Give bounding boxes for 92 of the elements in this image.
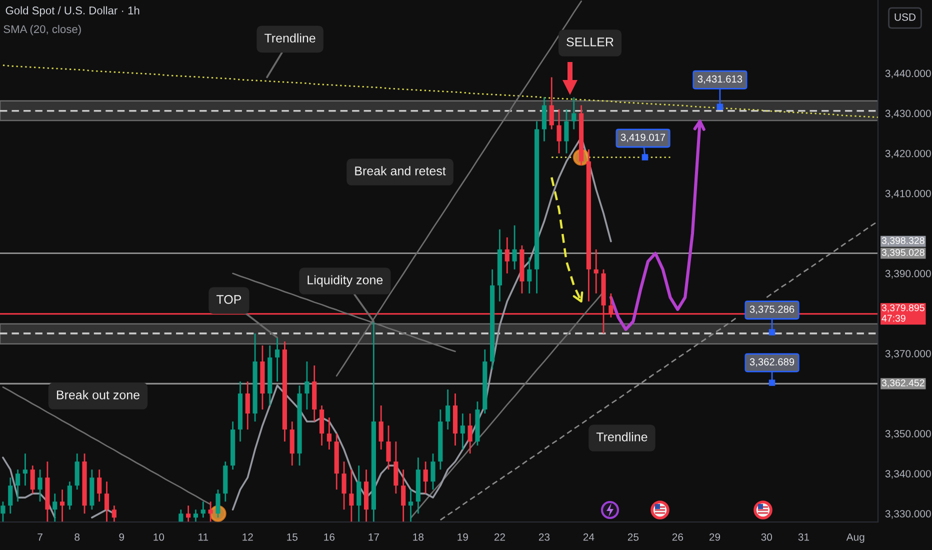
- annotation: 3,419.017: [620, 134, 666, 142]
- line-series: [2, 64, 878, 118]
- annotation: Break and retest: [355, 166, 446, 176]
- candlestick: [378, 404, 384, 450]
- x-tick-label: 31: [798, 533, 809, 541]
- candlestick: [468, 412, 472, 454]
- candlestick: [216, 488, 220, 518]
- candlestick: [97, 468, 102, 502]
- x-tick-label: Aug: [846, 533, 864, 543]
- candlestick: [342, 460, 346, 510]
- annotation: Liquidity zone: [308, 275, 383, 287]
- candlestick: [401, 468, 406, 522]
- candlestick: [556, 108, 562, 154]
- y-tick-label: 3,430.000: [885, 110, 931, 118]
- candlestick: [386, 424, 391, 470]
- y-tick-label: 3,440.000: [885, 70, 931, 78]
- candlestick: [423, 460, 428, 494]
- ref-line-label: 3,362.452: [882, 379, 924, 388]
- candlestick: [60, 488, 65, 522]
- candlestick: [304, 360, 310, 410]
- y-tick-label: 3,340.000: [885, 470, 931, 479]
- y-tick-label: 3,370.000: [885, 350, 931, 359]
- candlestick: [15, 468, 20, 502]
- x-tick-label: 22: [494, 533, 505, 541]
- y-axis-title: USD: [894, 13, 916, 21]
- candlestick: [193, 508, 198, 522]
- candlestick: [52, 492, 58, 522]
- x-tick-label: 18: [413, 533, 424, 541]
- ref-line-label: 3,395.028: [882, 249, 924, 258]
- candlestick: [512, 224, 517, 270]
- x-tick-label: 9: [119, 533, 124, 541]
- candlestick: [549, 76, 554, 130]
- y-tick-label: 3,420.000: [885, 150, 931, 158]
- text: 3,398.328: [882, 237, 924, 246]
- x-tick-label: 19: [458, 533, 468, 541]
- candlestick: [326, 416, 332, 450]
- x-tick-label: 11: [198, 533, 208, 541]
- annotation: 3,362.689: [750, 358, 794, 367]
- ref-line-label: 3,379.895 47:39: [882, 304, 924, 322]
- annotation: Trendline: [264, 33, 316, 43]
- candlestick: [274, 336, 280, 382]
- y-tick-label: 3,350.000: [885, 430, 931, 439]
- candlestick: [245, 380, 250, 430]
- candlestick: [178, 508, 184, 522]
- annotation: 3,431.613: [698, 75, 742, 84]
- candlestick: [104, 480, 110, 522]
- point: [716, 104, 724, 110]
- candlestick: [0, 500, 6, 522]
- annotation: TOP: [216, 295, 242, 304]
- annotation: SELLER: [566, 38, 614, 46]
- candlestick: [594, 248, 598, 294]
- candlestick: [460, 412, 465, 450]
- candlestick: [572, 96, 576, 130]
- y-tick-label: 3,410.000: [885, 190, 931, 198]
- x-tick-label: 30: [761, 533, 772, 541]
- x-tick-label: 17: [368, 533, 379, 541]
- candlestick: [200, 500, 206, 518]
- candlestick: [22, 452, 28, 486]
- candlestick: [349, 468, 354, 522]
- candlestick: [527, 256, 532, 294]
- candlestick: [430, 452, 436, 490]
- candlestick: [408, 488, 414, 522]
- x-tick-label: 15: [287, 533, 298, 541]
- candlestick: [446, 388, 450, 430]
- annotation: Break out zone: [56, 390, 140, 400]
- candlestick: [112, 504, 116, 522]
- x-tick-label: 12: [242, 533, 253, 541]
- x-tick-label: 7: [38, 533, 42, 541]
- point: [642, 154, 648, 160]
- candlestick: [8, 476, 13, 514]
- candlestick: [30, 464, 35, 494]
- x-tick-label: 8: [74, 533, 80, 541]
- annotation: 3,375.286: [750, 306, 794, 314]
- candlestick: [504, 236, 510, 274]
- text: Gold Spot / U.S. Dollar · 1h: [6, 6, 140, 17]
- x-tick-label: 29: [709, 533, 720, 541]
- text: SMA (20, close): [4, 24, 81, 36]
- y-tick-label: 3,330.000: [885, 510, 931, 519]
- x-tick-label: 23: [538, 533, 550, 541]
- annotation: Trendline: [596, 432, 648, 442]
- x-tick-label: 24: [583, 533, 594, 541]
- candlestick: [186, 504, 191, 522]
- candlestick: [67, 480, 72, 510]
- x-tick-label: 26: [672, 533, 683, 541]
- y-tick-label: 3,390.000: [885, 270, 931, 279]
- x-tick-label: 10: [154, 533, 164, 541]
- candlestick: [38, 468, 42, 502]
- candlestick: [564, 108, 569, 154]
- candlestick: [208, 500, 213, 522]
- x-tick-label: 16: [324, 533, 335, 541]
- x-tick-label: 25: [628, 533, 639, 541]
- line-series: [2, 386, 212, 506]
